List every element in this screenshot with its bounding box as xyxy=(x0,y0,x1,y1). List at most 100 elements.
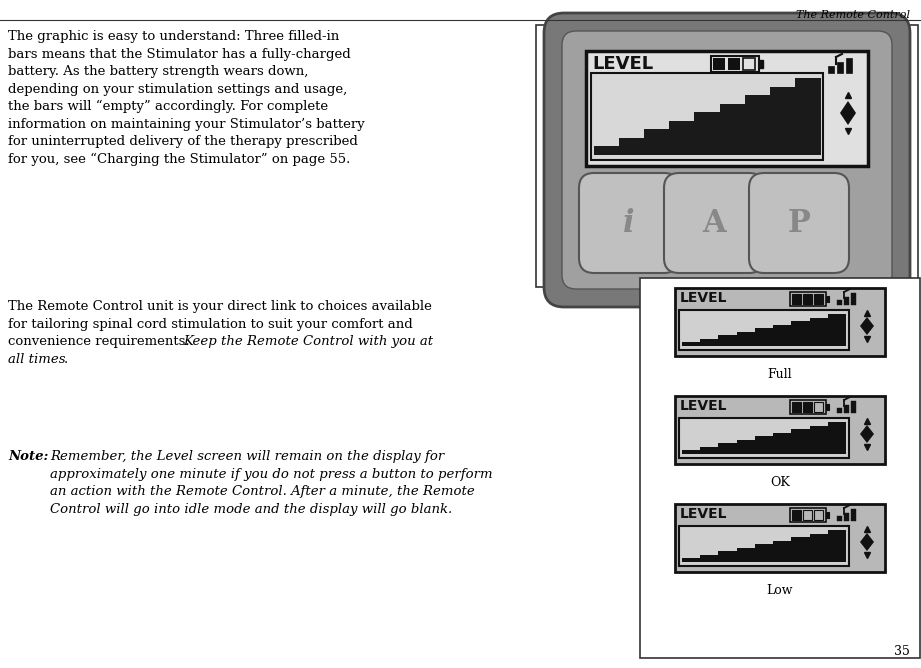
Bar xyxy=(591,73,823,160)
Text: The Remote Control: The Remote Control xyxy=(796,10,910,20)
Bar xyxy=(670,121,695,155)
Bar xyxy=(795,78,821,155)
Text: Note:: Note: xyxy=(8,450,49,463)
Text: convenience requirements.: convenience requirements. xyxy=(8,335,194,348)
Text: battery. As the battery strength wears down,: battery. As the battery strength wears d… xyxy=(8,65,309,78)
Bar xyxy=(679,310,849,350)
FancyBboxPatch shape xyxy=(664,173,764,273)
Bar xyxy=(755,328,774,346)
Text: all times: all times xyxy=(8,353,65,365)
Bar xyxy=(759,60,763,68)
Bar xyxy=(679,418,849,458)
Bar xyxy=(826,404,829,410)
Bar xyxy=(679,526,849,566)
Text: Control will go into idle mode and the display will go blank.: Control will go into idle mode and the d… xyxy=(50,502,452,516)
Bar xyxy=(682,450,701,454)
Text: information on maintaining your Stimulator’s battery: information on maintaining your Stimulat… xyxy=(8,118,365,130)
Text: the bars will “empty” accordingly. For complete: the bars will “empty” accordingly. For c… xyxy=(8,100,328,114)
Bar xyxy=(737,440,755,454)
Bar xyxy=(791,321,810,346)
Bar xyxy=(814,510,823,520)
Bar xyxy=(837,300,842,305)
Text: A: A xyxy=(702,208,726,238)
Polygon shape xyxy=(840,101,856,125)
Bar xyxy=(803,294,812,304)
Bar xyxy=(728,58,740,70)
Bar xyxy=(713,58,725,70)
Bar xyxy=(803,510,812,520)
Bar xyxy=(803,402,812,412)
Bar xyxy=(770,87,796,155)
Text: approximately one minute if you do not press a button to perform: approximately one minute if you do not p… xyxy=(50,468,493,480)
Text: for you, see “Charging the Stimulator” on page 55.: for you, see “Charging the Stimulator” o… xyxy=(8,152,350,166)
Bar xyxy=(851,293,856,305)
Polygon shape xyxy=(860,317,874,335)
Bar xyxy=(792,402,801,412)
Text: OK: OK xyxy=(770,476,790,489)
Bar xyxy=(536,25,918,287)
Bar xyxy=(719,104,745,155)
Bar xyxy=(846,58,852,73)
Bar xyxy=(640,278,920,658)
Text: Keep the Remote Control with you at: Keep the Remote Control with you at xyxy=(183,335,433,348)
Bar xyxy=(682,558,701,562)
FancyBboxPatch shape xyxy=(579,173,679,273)
Text: for uninterrupted delivery of the therapy prescribed: for uninterrupted delivery of the therap… xyxy=(8,135,358,148)
Text: LEVEL: LEVEL xyxy=(680,399,728,413)
FancyBboxPatch shape xyxy=(544,13,910,307)
Bar xyxy=(844,405,849,413)
Bar xyxy=(675,396,885,464)
Bar xyxy=(810,534,828,562)
Bar xyxy=(711,56,759,72)
Bar xyxy=(810,426,828,454)
Bar xyxy=(837,408,842,413)
Bar xyxy=(773,433,792,454)
Bar xyxy=(837,62,843,73)
Text: LEVEL: LEVEL xyxy=(680,507,728,521)
Bar xyxy=(810,317,828,346)
Bar xyxy=(851,509,856,521)
Polygon shape xyxy=(860,533,874,551)
Bar xyxy=(791,429,810,454)
Bar xyxy=(718,551,737,562)
Text: for tailoring spinal cord stimulation to suit your comfort and: for tailoring spinal cord stimulation to… xyxy=(8,317,413,331)
Text: i: i xyxy=(624,208,635,238)
Bar xyxy=(826,512,829,518)
Bar xyxy=(737,332,755,346)
Polygon shape xyxy=(860,425,874,443)
Text: Full: Full xyxy=(768,368,792,381)
Bar xyxy=(844,513,849,521)
Bar xyxy=(675,504,885,572)
Text: Remember, the Level screen will remain on the display for: Remember, the Level screen will remain o… xyxy=(50,450,444,463)
Text: Low: Low xyxy=(767,584,793,597)
Bar xyxy=(790,400,826,414)
Bar xyxy=(745,95,770,155)
Text: bars means that the Stimulator has a fully-charged: bars means that the Stimulator has a ful… xyxy=(8,47,351,61)
Bar xyxy=(773,325,792,346)
Bar xyxy=(792,510,801,520)
Bar xyxy=(790,292,826,306)
Text: The graphic is easy to understand: Three filled-in: The graphic is easy to understand: Three… xyxy=(8,30,339,43)
Text: an action with the Remote Control. After a minute, the Remote: an action with the Remote Control. After… xyxy=(50,485,474,498)
Bar xyxy=(828,314,846,346)
Bar xyxy=(828,66,834,73)
Bar xyxy=(700,339,718,346)
Bar xyxy=(694,112,720,155)
Bar xyxy=(675,288,885,356)
Bar xyxy=(791,537,810,562)
Text: The Remote Control unit is your direct link to choices available: The Remote Control unit is your direct l… xyxy=(8,300,432,313)
Bar xyxy=(755,544,774,562)
Text: depending on your stimulation settings and usage,: depending on your stimulation settings a… xyxy=(8,83,347,96)
Bar xyxy=(773,540,792,562)
FancyBboxPatch shape xyxy=(749,173,849,273)
Text: LEVEL: LEVEL xyxy=(680,291,728,305)
FancyBboxPatch shape xyxy=(562,31,892,289)
Bar xyxy=(644,130,670,155)
Bar xyxy=(594,146,620,155)
Bar xyxy=(826,296,829,302)
Bar xyxy=(586,51,868,166)
Bar xyxy=(755,436,774,454)
Text: LEVEL: LEVEL xyxy=(592,55,653,73)
Bar xyxy=(790,508,826,522)
Bar xyxy=(851,401,856,413)
